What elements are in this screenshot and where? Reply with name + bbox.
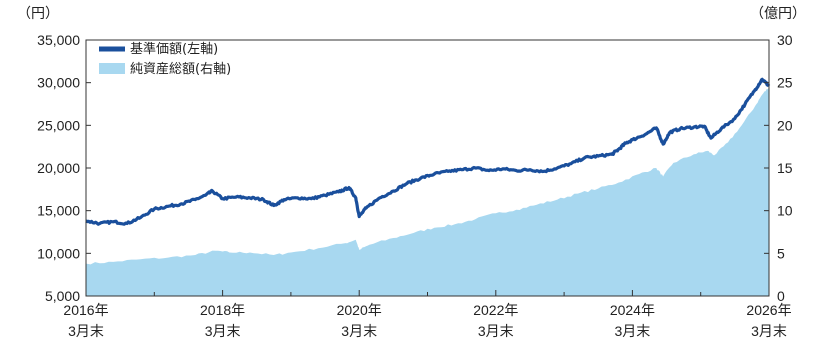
right-tick-label: 25 bbox=[777, 75, 793, 91]
x-tick-year-label: 2020年 bbox=[337, 302, 382, 318]
legend-label-assets: 純資産総額(右軸) bbox=[130, 61, 231, 77]
base-price-line bbox=[85, 77, 771, 226]
left-tick-label: 25,000 bbox=[37, 117, 80, 133]
left-axis-unit: （円） bbox=[17, 5, 59, 21]
left-tick-label: 5,000 bbox=[45, 288, 80, 304]
right-tick-label: 30 bbox=[777, 32, 793, 48]
x-tick-year-label: 2022年 bbox=[473, 302, 518, 318]
x-tick-month-label: 3月末 bbox=[751, 323, 787, 339]
left-tick-label: 20,000 bbox=[37, 160, 80, 176]
x-tick-month-label: 3月末 bbox=[68, 323, 104, 339]
legend: 基準価額(左軸) 純資産総額(右軸) bbox=[99, 41, 231, 77]
nav-area-layer bbox=[86, 86, 769, 297]
left-tick-label: 30,000 bbox=[37, 75, 80, 91]
left-tick-label: 35,000 bbox=[37, 32, 80, 48]
right-axis-unit: （億円） bbox=[750, 5, 806, 21]
x-tick-month-label: 3月末 bbox=[205, 323, 241, 339]
x-tick-year-label: 2026年 bbox=[746, 302, 791, 318]
left-tick-label: 15,000 bbox=[37, 203, 80, 219]
price-line-layer bbox=[85, 77, 771, 226]
left-tick-label: 10,000 bbox=[37, 245, 80, 261]
right-tick-label: 10 bbox=[777, 203, 793, 219]
right-tick-label: 20 bbox=[777, 117, 793, 133]
axis-layer: 5,000 10,000 15,000 20,000 25,000 30,000 35,00… bbox=[37, 32, 793, 339]
right-tick-label: 15 bbox=[777, 160, 793, 176]
x-tick-year-label: 2024年 bbox=[610, 302, 655, 318]
legend-label-price: 基準価額(左軸) bbox=[130, 41, 218, 57]
legend-area-swatch bbox=[99, 63, 125, 74]
x-tick-month-label: 3月末 bbox=[615, 323, 651, 339]
x-tick-month-label: 3月末 bbox=[478, 323, 514, 339]
x-tick-year-label: 2018年 bbox=[200, 302, 245, 318]
right-tick-label: 5 bbox=[777, 245, 785, 261]
x-tick-month-label: 3月末 bbox=[341, 323, 377, 339]
x-tick-year-label: 2016年 bbox=[63, 302, 108, 318]
net-assets-area bbox=[86, 86, 769, 297]
right-tick-label: 0 bbox=[777, 288, 785, 304]
